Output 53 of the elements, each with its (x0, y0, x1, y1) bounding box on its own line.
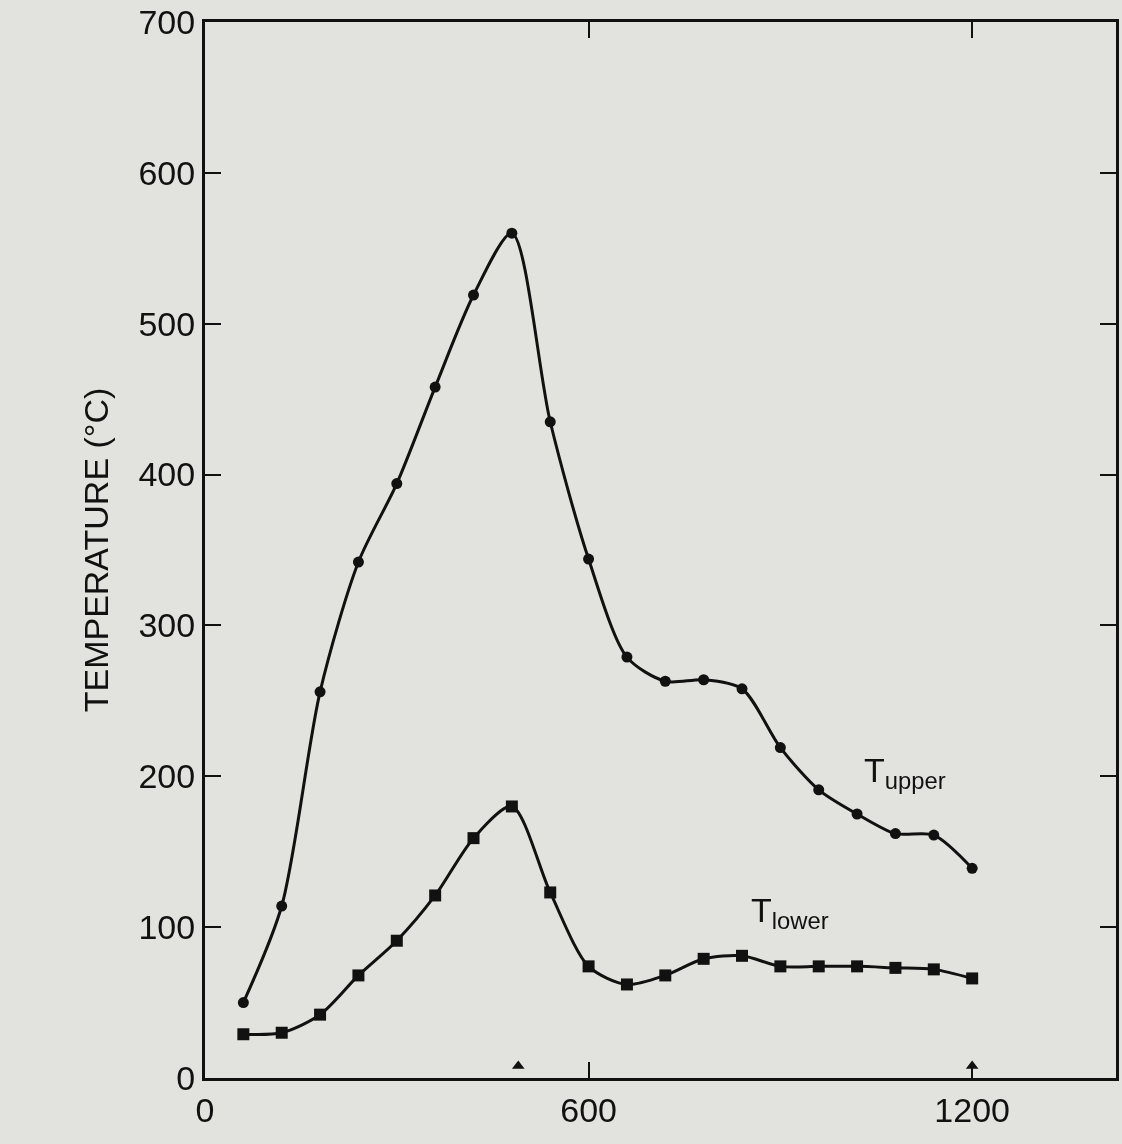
point (928, 829, 940, 841)
point (429, 381, 441, 393)
point (851, 808, 863, 820)
point (506, 227, 518, 239)
point (582, 960, 595, 973)
y-tick-label: 200 (138, 757, 196, 796)
point (889, 828, 901, 840)
point (314, 686, 326, 698)
point (698, 674, 710, 686)
y-tick-label: 100 (138, 908, 196, 947)
point (813, 784, 825, 796)
y-axis-title: TEMPERATURE (°C) (77, 387, 116, 713)
y-tick-label: 600 (138, 153, 196, 192)
point (889, 961, 902, 974)
point (583, 553, 595, 565)
point (812, 960, 825, 973)
y-tick-label: 500 (138, 304, 196, 343)
point (544, 416, 556, 428)
series-label: T$_{lower}$ (751, 891, 829, 935)
point (237, 1028, 250, 1041)
point (966, 862, 978, 874)
point (851, 960, 864, 973)
y-tick-label: 0 (176, 1058, 196, 1097)
point (621, 651, 633, 663)
point (276, 900, 288, 912)
point (736, 949, 749, 962)
point (736, 683, 748, 695)
point (314, 1008, 327, 1021)
y-tick-label: 300 (138, 606, 196, 645)
point (390, 934, 403, 947)
point (237, 997, 249, 1009)
y-tick-label: 700 (138, 2, 196, 41)
x-tick-label: 1200 (934, 1090, 1010, 1129)
point (391, 478, 403, 490)
point (774, 742, 786, 754)
x-tick-label: 600 (560, 1090, 617, 1129)
point (468, 289, 480, 301)
point (275, 1026, 288, 1039)
point (429, 889, 442, 902)
point (659, 675, 671, 687)
point (966, 972, 979, 985)
point (352, 969, 365, 982)
point (697, 952, 710, 965)
point (544, 886, 557, 899)
point (620, 978, 633, 991)
point (505, 800, 518, 813)
point (927, 963, 940, 976)
y-tick-label: 400 (138, 455, 196, 494)
point (659, 969, 672, 982)
point (352, 556, 364, 568)
point (774, 960, 787, 973)
point (467, 832, 480, 845)
series-label: T$_{upper}$ (864, 751, 946, 795)
